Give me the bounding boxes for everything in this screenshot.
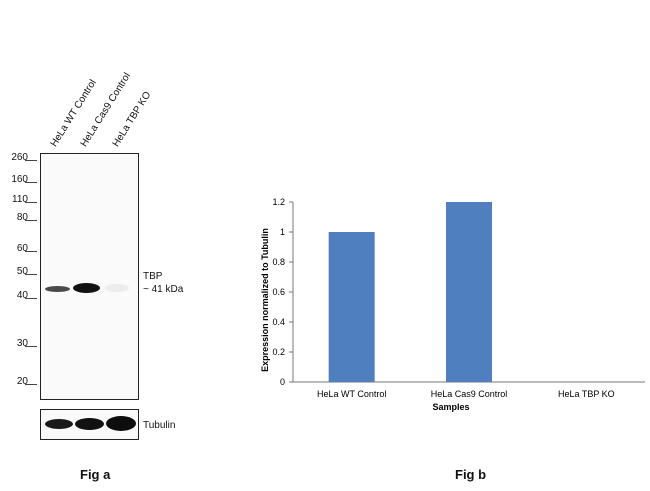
marker-tick-30 bbox=[25, 346, 37, 347]
y-tick-label: 0.6 bbox=[272, 287, 285, 297]
fig-b-caption: Fig b bbox=[455, 467, 487, 482]
y-tick-label: 1 bbox=[280, 227, 285, 237]
y-tick-label: 0.4 bbox=[272, 317, 285, 327]
y-tick-label: 1.2 bbox=[272, 197, 285, 207]
marker-tick-50 bbox=[25, 274, 37, 275]
y-tick-label: 0.8 bbox=[272, 257, 285, 267]
tubulin-blot-panel bbox=[40, 409, 139, 440]
tbp-band-cas9 bbox=[73, 283, 100, 293]
x-axis-title: Samples bbox=[432, 402, 469, 412]
tubulin-band-wt bbox=[45, 419, 73, 429]
marker-label-160: 160 bbox=[11, 174, 28, 185]
tbp-blot-panel bbox=[40, 153, 139, 400]
x-tick-label: HeLa TBP KO bbox=[558, 389, 615, 399]
marker-tick-110 bbox=[25, 202, 37, 203]
marker-label-60: 60 bbox=[16, 243, 28, 254]
bar-0 bbox=[328, 232, 375, 382]
marker-label-50: 50 bbox=[16, 266, 28, 277]
y-tick-label: 0.2 bbox=[272, 347, 285, 357]
marker-tick-160 bbox=[25, 182, 37, 183]
marker-label-30: 30 bbox=[16, 338, 28, 349]
x-tick-label: HeLa WT Control bbox=[317, 389, 386, 399]
tbp-band-wt bbox=[45, 286, 70, 292]
marker-label-260: 260 bbox=[11, 152, 28, 163]
tubulin-label: Tubulin bbox=[143, 420, 176, 431]
marker-tick-40 bbox=[25, 298, 37, 299]
y-axis-title: Expression normalized to Tubulin bbox=[260, 228, 270, 372]
tbp-band-ko-smear bbox=[105, 284, 129, 292]
marker-label-20: 20 bbox=[16, 376, 28, 387]
marker-tick-80 bbox=[25, 220, 37, 221]
bar-1 bbox=[446, 202, 492, 382]
tbp-label-line2: ~ 41 kDa bbox=[143, 284, 184, 295]
tubulin-band-ko bbox=[106, 416, 136, 431]
marker-tick-60 bbox=[25, 251, 37, 252]
marker-label-110: 110 bbox=[12, 194, 28, 205]
tbp-label-line1: TBP bbox=[143, 271, 163, 282]
marker-label-80: 80 bbox=[16, 212, 28, 223]
tubulin-band-cas9 bbox=[75, 418, 104, 430]
y-tick-label: 0 bbox=[280, 377, 285, 387]
fig-a-caption: Fig a bbox=[80, 467, 111, 482]
x-tick-label: HeLa Cas9 Control bbox=[431, 389, 508, 399]
marker-tick-20 bbox=[25, 384, 37, 385]
marker-tick-260 bbox=[25, 160, 37, 161]
marker-label-40: 40 bbox=[16, 290, 28, 301]
tbp-band-label: TBP ~ 41 kDa bbox=[143, 270, 183, 296]
